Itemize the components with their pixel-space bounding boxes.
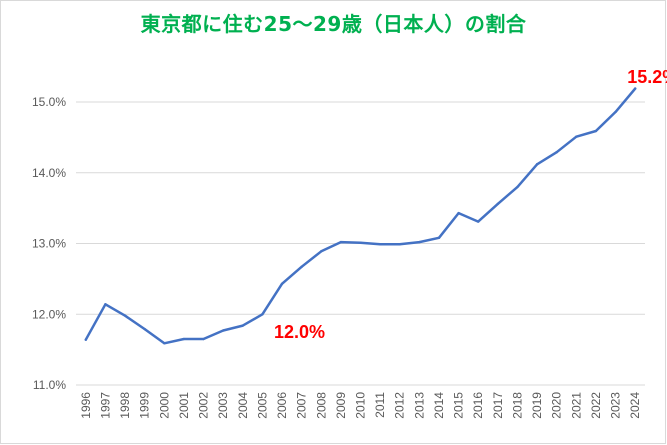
data-point — [496, 202, 500, 206]
data-point — [614, 110, 617, 114]
data-point — [398, 243, 401, 246]
data-point — [182, 337, 186, 341]
x-tick-label: 2012 — [393, 392, 407, 419]
callout-label: 12.0% — [274, 322, 325, 342]
series-line — [84, 87, 637, 345]
x-tick-label: 2020 — [550, 392, 564, 419]
data-point — [378, 243, 382, 246]
callout-label: 15.2% — [627, 67, 667, 87]
x-tick-label: 2013 — [412, 392, 426, 419]
data-point — [418, 240, 421, 244]
data-point — [457, 211, 460, 215]
data-point — [280, 282, 284, 286]
y-axis-ticks: 11.0% 12.0% 13.0% 14.0% 15.0% — [32, 95, 66, 392]
series-polyline — [84, 87, 637, 345]
data-point — [437, 236, 441, 240]
data-point — [477, 220, 480, 223]
x-tick-label: 2022 — [589, 392, 603, 419]
x-tick-label: 2010 — [354, 392, 368, 419]
x-tick-label: 2019 — [530, 392, 544, 419]
data-point — [339, 240, 343, 244]
data-point — [300, 265, 303, 269]
y-tick-label: 15.0% — [32, 95, 66, 109]
x-tick-label: 2021 — [569, 392, 583, 419]
x-tick-label: 2005 — [255, 392, 269, 419]
x-tick-label: 2006 — [275, 392, 289, 419]
y-tick-label: 13.0% — [32, 237, 66, 251]
x-tick-label: 2024 — [628, 392, 642, 419]
data-point — [221, 329, 225, 332]
x-tick-label: 2001 — [177, 392, 191, 419]
x-tick-label: 2011 — [373, 392, 387, 418]
data-point — [104, 303, 107, 306]
data-point — [320, 250, 323, 253]
data-point — [594, 129, 598, 133]
x-tick-label: 2017 — [491, 392, 505, 419]
x-tick-label: 2016 — [471, 392, 485, 419]
data-point — [633, 87, 637, 90]
data-point — [123, 314, 127, 317]
x-tick-label: 2008 — [314, 392, 328, 419]
data-point — [84, 338, 88, 341]
y-tick-label: 12.0% — [32, 307, 66, 321]
data-point — [143, 327, 146, 331]
x-tick-label: 2003 — [216, 392, 230, 419]
data-point — [202, 337, 205, 341]
x-tick-label: 2018 — [510, 392, 524, 419]
data-point — [261, 313, 264, 316]
x-tick-label: 1998 — [118, 392, 132, 419]
annotations: 12.0% 15.2% — [274, 67, 667, 342]
x-tick-label: 1996 — [79, 392, 93, 419]
x-tick-label: 2007 — [295, 392, 309, 419]
x-tick-label: 2002 — [197, 392, 211, 419]
y-tick-label: 11.0% — [33, 378, 66, 392]
x-tick-label: 2023 — [609, 392, 623, 419]
x-tick-label: 2004 — [236, 392, 250, 419]
x-tick-label: 2014 — [432, 392, 446, 419]
x-tick-label: 1999 — [138, 392, 152, 419]
x-tick-label: 1997 — [98, 392, 112, 419]
data-point — [241, 324, 244, 327]
data-point — [359, 241, 362, 244]
y-tick-label: 14.0% — [32, 166, 66, 180]
chart-title: 東京都に住む25〜29歳（日本人）の割合 — [140, 12, 527, 36]
data-point — [575, 135, 578, 138]
data-point — [163, 342, 166, 345]
x-tick-label: 2015 — [452, 392, 466, 419]
x-axis-ticks: 1996 1997 1998 1999 2000 2001 2002 2003 2004 2005… — [79, 392, 642, 419]
data-point — [516, 185, 519, 189]
x-tick-label: 2009 — [334, 392, 348, 419]
data-point — [555, 151, 558, 154]
data-point — [535, 163, 539, 166]
x-tick-label: 2000 — [157, 392, 171, 419]
